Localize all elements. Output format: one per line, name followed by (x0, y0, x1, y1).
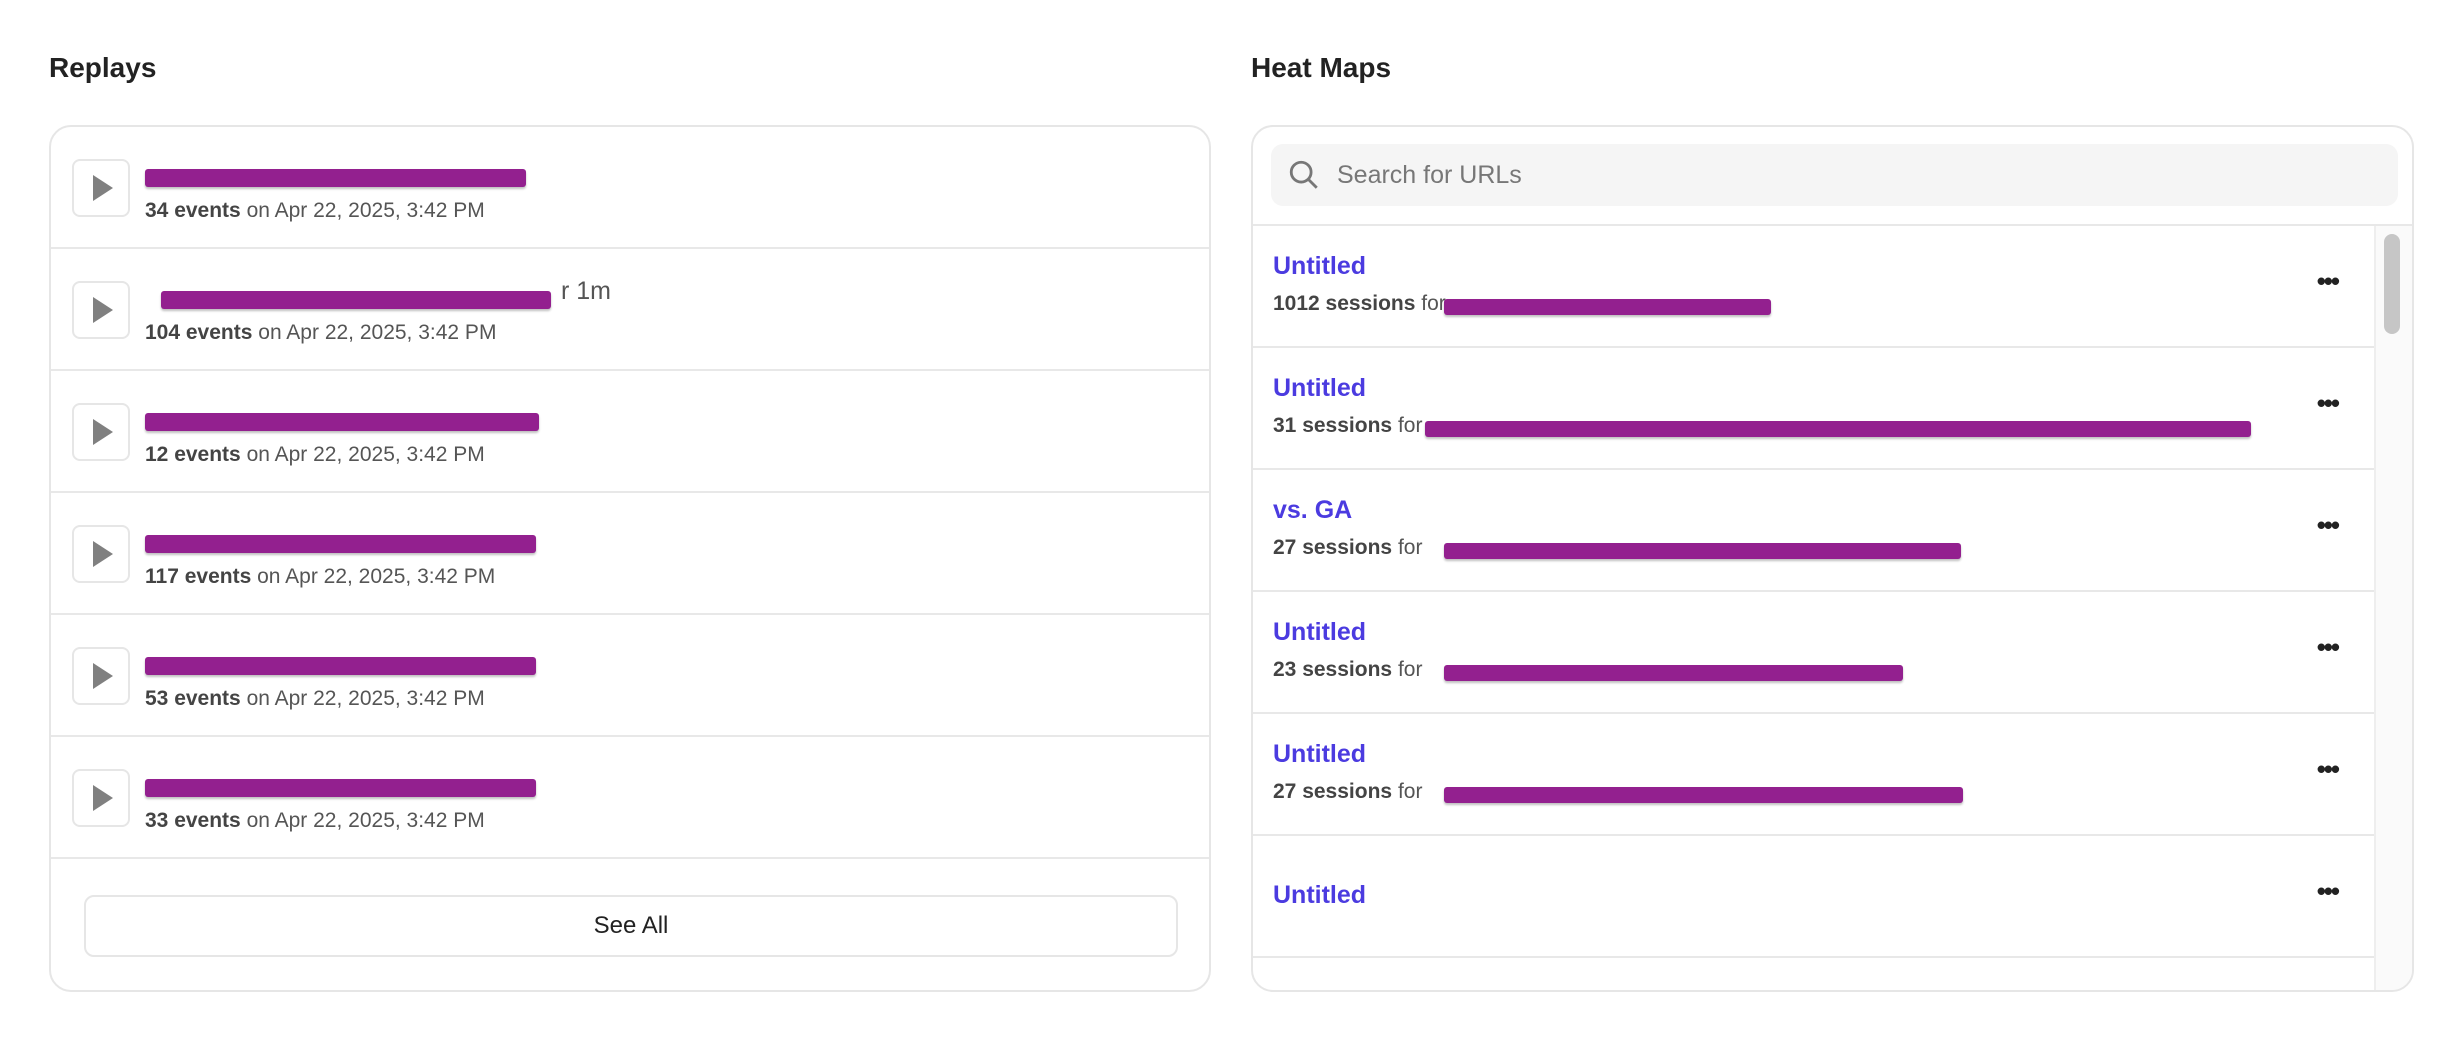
redaction-bar (145, 657, 536, 675)
ellipsis-icon[interactable]: ••• (2316, 632, 2340, 662)
replay-duration: r 1m (561, 277, 611, 305)
ellipsis-icon[interactable]: ••• (2316, 510, 2340, 540)
replay-row[interactable]: 33 events on Apr 22, 2025, 3:42 PM (51, 737, 1209, 859)
session-count: 31 sessions (1273, 414, 1393, 437)
replay-meta: 12 events on Apr 22, 2025, 3:42 PM (145, 443, 485, 467)
replay-date: on Apr 22, 2025, 3:42 PM (246, 443, 485, 466)
replay-row[interactable]: 12 events on Apr 22, 2025, 3:42 PM (51, 371, 1209, 493)
heatmap-title-link[interactable]: vs. GA (1273, 496, 1353, 524)
play-icon[interactable] (72, 525, 130, 583)
replays-card: 34 events on Apr 22, 2025, 3:42 PM r 1m … (49, 125, 1211, 992)
play-icon[interactable] (72, 281, 130, 339)
replay-date: on Apr 22, 2025, 3:42 PM (246, 809, 485, 832)
event-count: 117 events (145, 565, 252, 588)
redaction-bar (145, 169, 526, 187)
ellipsis-icon[interactable]: ••• (2316, 266, 2340, 296)
replay-row[interactable]: 53 events on Apr 22, 2025, 3:42 PM (51, 615, 1209, 737)
heatmap-title-link[interactable]: Untitled (1273, 618, 1367, 646)
heatmap-title-link[interactable]: Untitled (1273, 740, 1367, 768)
for-label: for (1397, 536, 1423, 559)
heatmaps-card: Untitled 1012 sessions for ••• Untitled … (1251, 125, 2414, 992)
redaction-bar (1444, 787, 1963, 803)
session-count: 1012 sessions (1273, 292, 1416, 315)
replay-date: on Apr 22, 2025, 3:42 PM (246, 199, 485, 222)
redaction-bar (145, 413, 539, 431)
heatmaps-title: Heat Maps (1251, 52, 1392, 83)
replay-row[interactable]: 117 events on Apr 22, 2025, 3:42 PM (51, 493, 1209, 615)
event-count: 12 events (145, 443, 241, 466)
search-input[interactable] (1337, 160, 2337, 190)
heatmap-row[interactable] (1253, 958, 2378, 990)
heatmap-meta: 31 sessions for (1273, 414, 1422, 438)
replay-date: on Apr 22, 2025, 3:42 PM (246, 687, 485, 710)
redaction-bar (145, 535, 536, 553)
replay-meta: 34 events on Apr 22, 2025, 3:42 PM (145, 199, 485, 223)
ellipsis-icon[interactable]: ••• (2316, 754, 2340, 784)
ellipsis-icon[interactable]: ••• (2316, 876, 2340, 906)
session-count: 27 sessions (1273, 536, 1393, 559)
replay-meta: 104 events on Apr 22, 2025, 3:42 PM (145, 321, 496, 345)
replays-title: Replays (49, 52, 157, 83)
redaction-bar (1444, 299, 1771, 315)
replay-row[interactable]: r 1m 104 events on Apr 22, 2025, 3:42 PM (51, 249, 1209, 371)
heatmap-row[interactable]: Untitled 23 sessions for ••• (1253, 592, 2378, 714)
heatmap-row[interactable]: Untitled 31 sessions for ••• (1253, 348, 2378, 470)
event-count: 34 events (145, 199, 241, 222)
event-count: 33 events (145, 809, 241, 832)
event-count: 53 events (145, 687, 241, 710)
heatmap-title-link[interactable]: Untitled (1273, 881, 1367, 909)
replay-meta: 53 events on Apr 22, 2025, 3:42 PM (145, 687, 485, 711)
heatmap-meta: 23 sessions for (1273, 658, 1422, 682)
for-label: for (1397, 414, 1423, 437)
redaction-bar (145, 779, 536, 797)
scrollbar-thumb[interactable] (2384, 234, 2400, 334)
heatmap-list: Untitled 1012 sessions for ••• Untitled … (1253, 224, 2412, 990)
heatmap-title-link[interactable]: Untitled (1273, 374, 1367, 402)
ellipsis-icon[interactable]: ••• (2316, 388, 2340, 418)
scrollbar[interactable] (2374, 226, 2412, 990)
for-label: for (1421, 292, 1446, 315)
redaction-bar (1425, 421, 2251, 437)
replay-date: on Apr 22, 2025, 3:42 PM (257, 565, 496, 588)
heatmap-meta: 1012 sessions for (1273, 292, 1446, 316)
redaction-bar (1444, 543, 1961, 559)
for-label: for (1397, 780, 1423, 803)
heatmap-row[interactable]: vs. GA 27 sessions for ••• (1253, 470, 2378, 592)
replay-name-link[interactable]: r 1m (145, 277, 611, 309)
heatmap-meta: 27 sessions for (1273, 536, 1422, 560)
heatmap-row[interactable]: Untitled 27 sessions for ••• (1253, 714, 2378, 836)
event-count: 104 events (145, 321, 253, 344)
search-bar[interactable] (1271, 144, 2398, 206)
replay-meta: 117 events on Apr 22, 2025, 3:42 PM (145, 565, 495, 589)
replay-meta: 33 events on Apr 22, 2025, 3:42 PM (145, 809, 485, 833)
see-all-button[interactable]: See All (84, 895, 1178, 957)
heatmap-meta: 27 sessions for (1273, 780, 1422, 804)
redaction-bar (1444, 665, 1903, 681)
replay-row[interactable]: 34 events on Apr 22, 2025, 3:42 PM (51, 127, 1209, 249)
session-count: 23 sessions (1273, 658, 1393, 681)
for-label: for (1397, 658, 1423, 681)
play-icon[interactable] (72, 769, 130, 827)
play-icon[interactable] (72, 403, 130, 461)
play-icon[interactable] (72, 159, 130, 217)
session-count: 27 sessions (1273, 780, 1393, 803)
heatmap-row[interactable]: Untitled ••• (1253, 836, 2378, 958)
redaction-bar (161, 291, 551, 309)
search-icon (1289, 160, 1318, 189)
replay-date: on Apr 22, 2025, 3:42 PM (258, 321, 497, 344)
heatmap-row[interactable]: Untitled 1012 sessions for ••• (1253, 226, 2378, 348)
heatmap-title-link[interactable]: Untitled (1273, 252, 1367, 280)
play-icon[interactable] (72, 647, 130, 705)
